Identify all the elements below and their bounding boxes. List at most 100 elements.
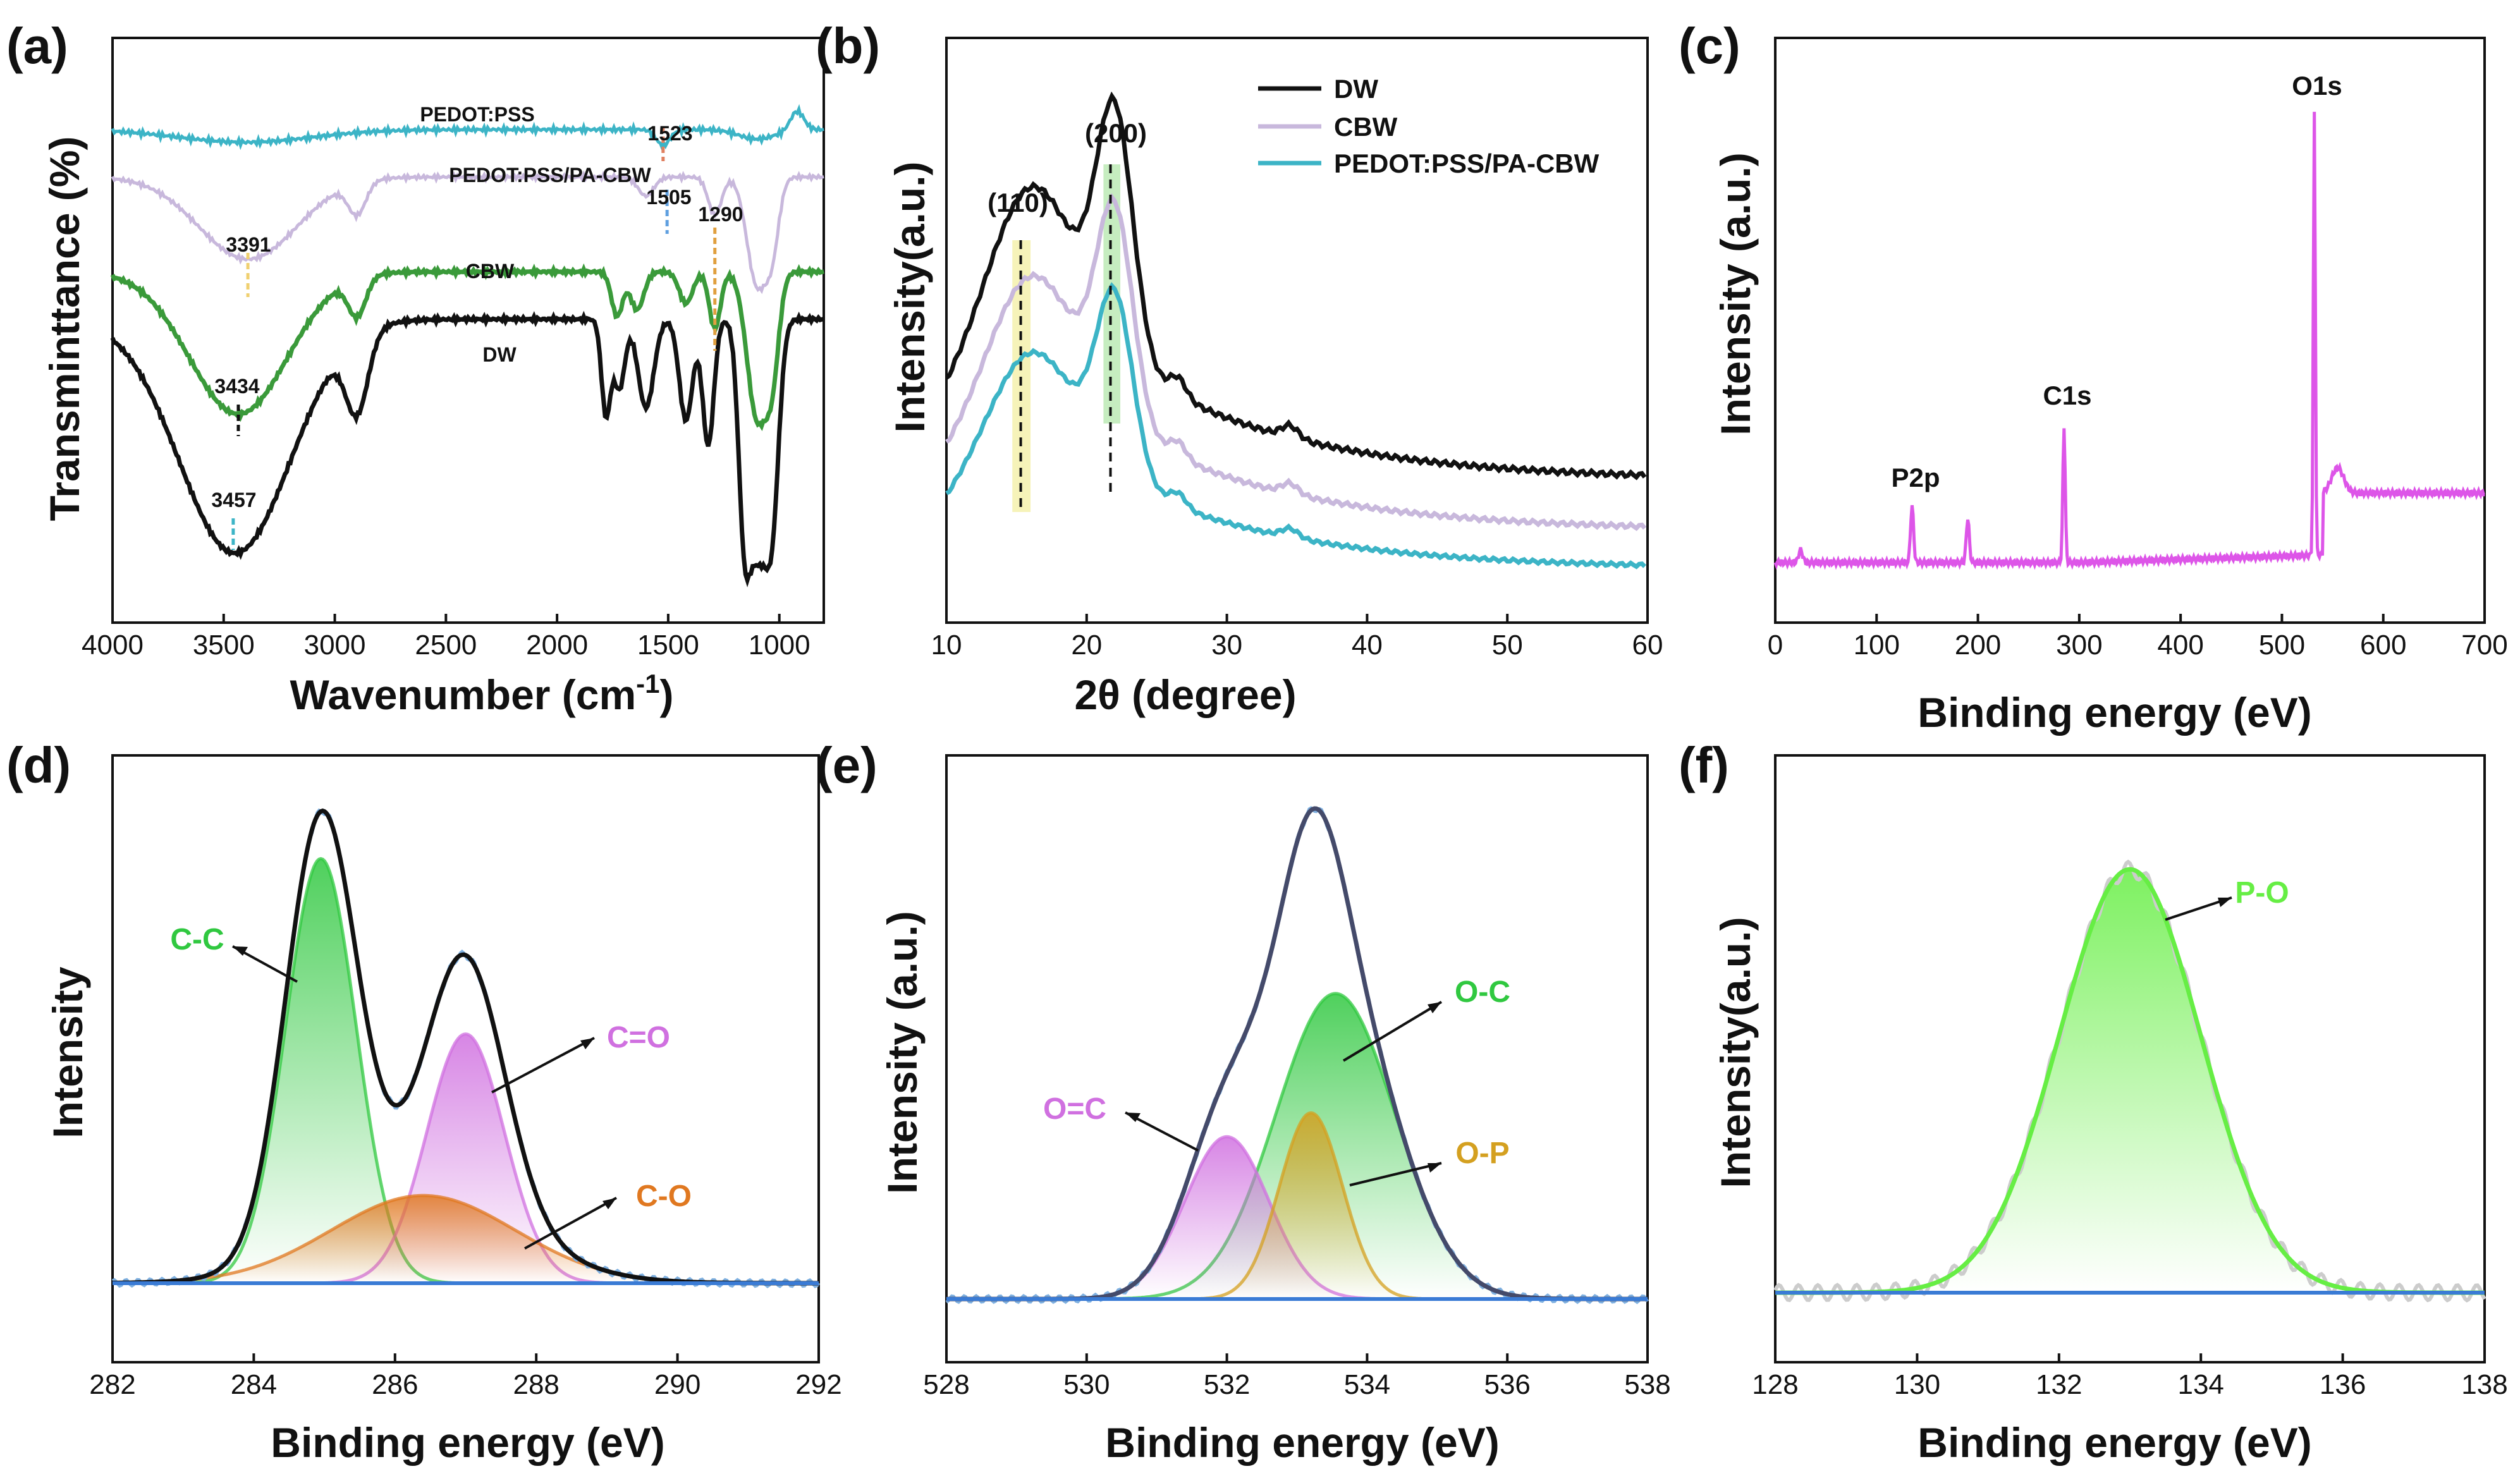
peak-label-c1s: C1s — [2043, 381, 2091, 410]
legend-label-dw: DW — [1334, 74, 1378, 104]
x-ticks-b: 10 20 30 40 50 60 — [931, 37, 1663, 661]
x-tick-label-e: 538 — [1624, 1369, 1670, 1400]
x-tick-label-f: 132 — [2036, 1369, 2082, 1400]
peak-label-110: (110) — [988, 188, 1048, 217]
x-axis-label-b: 2θ (degree) — [1074, 671, 1296, 718]
arrow-o-eq-c — [1125, 1111, 1199, 1152]
x-tick-label-c: 100 — [1854, 630, 1900, 661]
peak-label-200: (200) — [1085, 118, 1147, 148]
x-tick-label-e: 528 — [923, 1369, 969, 1400]
arrowhead-o-c — [1428, 1002, 1441, 1013]
x-axis-label-d: Binding energy (eV) — [271, 1419, 664, 1466]
x-tick-label-b: 50 — [1492, 630, 1523, 661]
x-tick-label-d: 290 — [654, 1369, 700, 1400]
x-tick-label-e: 536 — [1484, 1369, 1530, 1400]
component-label-o-p: O-P — [1455, 1137, 1509, 1170]
series-line-dw — [945, 91, 1647, 480]
plot-frame-e — [945, 754, 1649, 1363]
y-axis-label-f: Intensity(a.u.) — [1712, 917, 1759, 1188]
series-line-xps-survey — [1773, 111, 2485, 570]
x-tick-label-b: 20 — [1071, 630, 1102, 661]
panel-label-c: (c) — [1679, 18, 1740, 74]
x-axis-label-a-sup: -1 — [636, 669, 659, 698]
arrow-o-p — [1349, 1162, 1442, 1186]
x-tick-label-b: 10 — [931, 630, 962, 661]
y-axis-label-c: Intensity (a.u.) — [1712, 152, 1759, 435]
x-tick-label-f: 128 — [1752, 1369, 1798, 1400]
x-tick-label-d: 288 — [513, 1369, 559, 1400]
legend-b: DW CBW PEDOT:PSS/PA-CBW — [1258, 74, 1599, 178]
x-tick-label-f: 130 — [1894, 1369, 1940, 1400]
x-tick-label-a: 3000 — [304, 630, 366, 661]
plot-frame-b — [945, 37, 1649, 624]
arrow-c-o — [524, 1197, 617, 1250]
x-tick-label-c: 0 — [1768, 630, 1783, 661]
x-axis-label-a-main: Wavenumber (cm — [290, 671, 636, 718]
x-tick-label-d: 282 — [89, 1369, 135, 1400]
series-line-cbw — [110, 263, 824, 432]
y-axis-label-e: Intensity (a.u.) — [879, 911, 926, 1193]
component-label-p-o: P-O — [2235, 876, 2289, 910]
x-tick-label-a: 4000 — [82, 630, 144, 661]
component-fill-c-c — [113, 858, 819, 1283]
panel-c: (c) Intensity (a.u.) Binding energy (eV)… — [1679, 18, 2508, 736]
component-label-c-eq-o: C=O — [607, 1021, 670, 1054]
x-tick-label-c: 500 — [2259, 630, 2305, 661]
series-line-pedot-pss-pa-cbw — [111, 170, 824, 295]
arrowhead-c-eq-o — [580, 1038, 594, 1049]
panel-a: (a) Transminttance (%) Wavenumber (cm-1)… — [6, 18, 825, 718]
annotation-3391: 3391 — [226, 233, 271, 256]
component-label-c-o: C-O — [636, 1180, 692, 1213]
arrowhead-p-o — [2218, 898, 2232, 907]
labels-d: C-C C=O C-O — [170, 923, 692, 1250]
component-fill-o-p — [946, 1113, 1648, 1299]
legend-label-cbw: CBW — [1334, 112, 1398, 142]
component-label-o-c: O-C — [1455, 975, 1510, 1009]
series-line-cbw — [945, 193, 1647, 532]
component-label-c-c: C-C — [170, 923, 224, 956]
component-fill-p-o — [1775, 869, 2485, 1293]
x-tick-label-c: 200 — [1955, 630, 2001, 661]
component-fill-c-eq-o — [113, 1034, 819, 1283]
x-tick-label-a: 2500 — [415, 630, 477, 661]
curves-b — [945, 91, 1647, 570]
arrow-c-eq-o — [491, 1037, 595, 1094]
x-tick-label-e: 534 — [1344, 1369, 1390, 1400]
x-axis-label-a: Wavenumber (cm-1) — [290, 669, 673, 718]
x-ticks-a: 4000 3500 3000 2500 2000 1500 1000 — [82, 37, 825, 661]
arrowhead-c-c — [233, 946, 248, 956]
peak-label-o1s: O1s — [2292, 71, 2342, 101]
x-axis-label-f: Binding energy (eV) — [1918, 1419, 2311, 1466]
annotation-3457: 3457 — [211, 489, 256, 511]
legend-label-pedot-pss-pa-cbw: PEDOT:PSS/PA-CBW — [1334, 149, 1599, 178]
annotation-1505: 1505 — [646, 186, 691, 209]
x-tick-label-b: 60 — [1632, 630, 1663, 661]
panel-label-a: (a) — [6, 18, 68, 74]
arrowhead-c-o — [602, 1198, 616, 1209]
panel-d: (d) Intensity Binding energy (eV) 282 284… — [6, 737, 842, 1466]
arrowhead-o-p — [1428, 1163, 1441, 1173]
curves-d — [111, 808, 821, 1288]
curves-a — [110, 104, 824, 588]
y-axis-label-a: Transminttance (%) — [41, 137, 88, 521]
labels-f: P-O — [2165, 876, 2289, 921]
panel-label-b: (b) — [816, 18, 880, 74]
x-tick-label-d: 286 — [372, 1369, 418, 1400]
panel-b: (b) Intensity(a.u.) 2θ (degree) 10 20 30 40… — [816, 18, 1663, 718]
x-tick-label-c: 300 — [2056, 630, 2102, 661]
plot-frame-f — [1774, 754, 2486, 1363]
x-tick-label-c: 600 — [2360, 630, 2406, 661]
component-fill-c-o — [113, 1195, 819, 1283]
series-label-dw: DW — [482, 343, 517, 366]
component-label-o-eq-c: O=C — [1043, 1092, 1106, 1126]
plot-frame-d — [111, 754, 820, 1363]
x-tick-label-a: 2000 — [526, 630, 588, 661]
x-ticks-e: 528 530 532 534 536 538 — [923, 754, 1671, 1400]
annotation-3434: 3434 — [214, 375, 259, 398]
x-ticks-d: 282 284 286 288 290 292 — [89, 754, 842, 1400]
x-tick-label-a: 3500 — [193, 630, 255, 661]
labels-e: O-C O=C O-P — [1043, 975, 1510, 1186]
series-line-dw — [110, 310, 824, 588]
x-tick-label-f: 136 — [2320, 1369, 2366, 1400]
x-tick-label-f: 134 — [2177, 1369, 2223, 1400]
